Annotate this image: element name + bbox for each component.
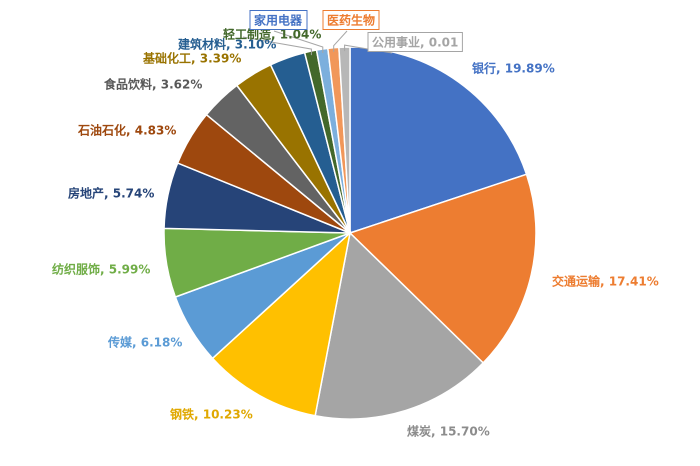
leader-line	[242, 36, 312, 56]
slice-label-box	[322, 10, 380, 30]
pie-slice	[211, 230, 352, 417]
slice-label-box	[249, 10, 308, 30]
slice-label: 公用事业, 0.01	[372, 35, 458, 50]
slice-label: 基础化工, 3.39%	[142, 51, 241, 66]
slice-label: 家用电器	[254, 13, 303, 28]
slice-label: 轻工制造, 1.04%	[223, 27, 321, 42]
slice-label: 钢铁, 10.23%	[170, 407, 253, 422]
slice-label: 传媒, 6.18%	[107, 335, 182, 350]
slice-label: 建筑材料, 3.10%	[177, 37, 276, 52]
pie-slice	[314, 231, 485, 420]
slice-label-box	[367, 32, 463, 52]
slice-label: 房地产, 5.74%	[68, 186, 154, 201]
slice-label: 银行, 19.89%	[472, 61, 555, 76]
slice-label: 煤炭, 15.70%	[407, 424, 490, 439]
leader-line	[333, 30, 348, 52]
data-labels: 银行, 19.89% 交通运输, 17.41% 煤炭, 15.70% 钢铁, 10.2…	[52, 10, 659, 439]
leader-line	[273, 30, 324, 53]
slice-label: 交通运输, 17.41%	[552, 274, 659, 289]
slice-label: 医药生物	[327, 13, 375, 28]
slice-label: 食品饮料, 3.62%	[103, 77, 202, 92]
slice-label: 纺织服饰, 5.99%	[52, 262, 150, 277]
pie-slice	[348, 173, 537, 364]
pie-slices	[163, 46, 537, 420]
slice-label: 石油石化, 4.83%	[77, 123, 176, 138]
